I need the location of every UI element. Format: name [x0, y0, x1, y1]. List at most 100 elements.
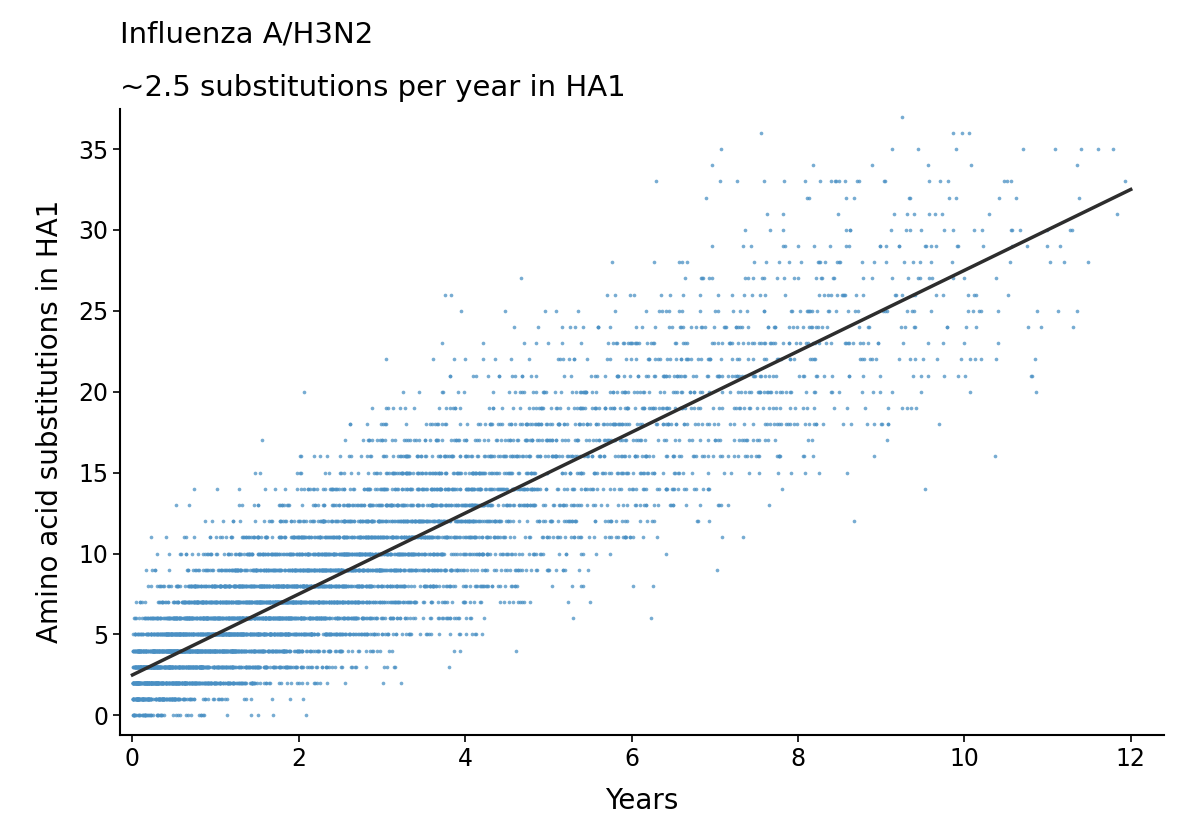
Point	[812, 321, 832, 334]
Point	[809, 321, 828, 334]
Point	[329, 547, 348, 560]
Point	[403, 514, 422, 528]
Point	[742, 240, 761, 253]
Point	[713, 531, 732, 544]
Point	[302, 563, 322, 576]
Point	[413, 498, 432, 512]
Point	[178, 628, 197, 641]
Point	[132, 676, 151, 690]
Point	[260, 628, 280, 641]
Point	[455, 514, 474, 528]
Point	[383, 579, 402, 593]
Point	[954, 271, 973, 285]
Point	[167, 611, 186, 625]
Point	[178, 676, 197, 690]
Point	[542, 514, 562, 528]
Point	[149, 660, 168, 674]
Point	[139, 692, 158, 706]
Point	[352, 595, 371, 609]
Point	[550, 418, 569, 431]
Point	[210, 628, 229, 641]
Point	[398, 563, 418, 576]
Point	[230, 628, 250, 641]
Point	[205, 644, 224, 657]
Point	[218, 676, 238, 690]
Point	[689, 418, 708, 431]
Point	[828, 256, 847, 269]
Point	[229, 676, 248, 690]
Point	[128, 660, 148, 674]
Point	[877, 433, 896, 447]
Point	[614, 337, 634, 350]
Point	[708, 418, 727, 431]
Point	[464, 466, 484, 479]
Point	[486, 466, 505, 479]
Point	[276, 595, 295, 609]
Point	[229, 628, 248, 641]
Point	[448, 466, 467, 479]
Point	[359, 579, 378, 593]
Point	[191, 628, 210, 641]
Point	[277, 547, 296, 560]
Point	[362, 547, 382, 560]
Point	[287, 644, 306, 657]
Point	[234, 676, 253, 690]
Point	[288, 676, 307, 690]
Point	[158, 660, 178, 674]
Point	[140, 676, 160, 690]
Point	[214, 660, 233, 674]
Point	[840, 369, 859, 382]
Point	[223, 611, 242, 625]
Point	[302, 628, 322, 641]
Point	[392, 547, 412, 560]
Point	[262, 547, 281, 560]
Point	[528, 450, 547, 463]
Point	[374, 595, 394, 609]
Point	[443, 450, 462, 463]
Point	[480, 482, 499, 495]
Point	[299, 547, 318, 560]
Point	[122, 676, 142, 690]
Point	[810, 288, 829, 301]
Point	[674, 418, 694, 431]
Point	[650, 385, 670, 398]
Point	[216, 579, 235, 593]
Point	[342, 547, 361, 560]
Point	[276, 628, 295, 641]
Point	[140, 692, 160, 706]
Point	[640, 352, 659, 366]
Point	[498, 498, 517, 512]
Point	[289, 644, 308, 657]
Point	[680, 385, 700, 398]
Point	[377, 352, 396, 366]
Point	[911, 369, 930, 382]
Point	[276, 514, 295, 528]
Point	[329, 563, 348, 576]
Point	[275, 595, 294, 609]
Point	[163, 644, 182, 657]
Point	[647, 175, 666, 188]
Point	[394, 531, 413, 544]
Point	[299, 595, 318, 609]
Point	[133, 644, 152, 657]
Point	[325, 514, 344, 528]
Point	[355, 547, 374, 560]
Point	[202, 547, 221, 560]
Point	[208, 611, 227, 625]
Point	[127, 595, 146, 609]
Point	[430, 498, 449, 512]
Point	[131, 676, 150, 690]
Point	[514, 450, 533, 463]
Point	[522, 466, 541, 479]
Point	[455, 352, 474, 366]
Point	[362, 514, 382, 528]
Point	[607, 369, 626, 382]
Point	[318, 563, 337, 576]
Point	[809, 256, 828, 269]
Point	[761, 385, 780, 398]
Point	[1006, 191, 1025, 205]
Point	[176, 628, 196, 641]
Point	[455, 579, 474, 593]
Point	[191, 660, 210, 674]
Point	[218, 628, 238, 641]
